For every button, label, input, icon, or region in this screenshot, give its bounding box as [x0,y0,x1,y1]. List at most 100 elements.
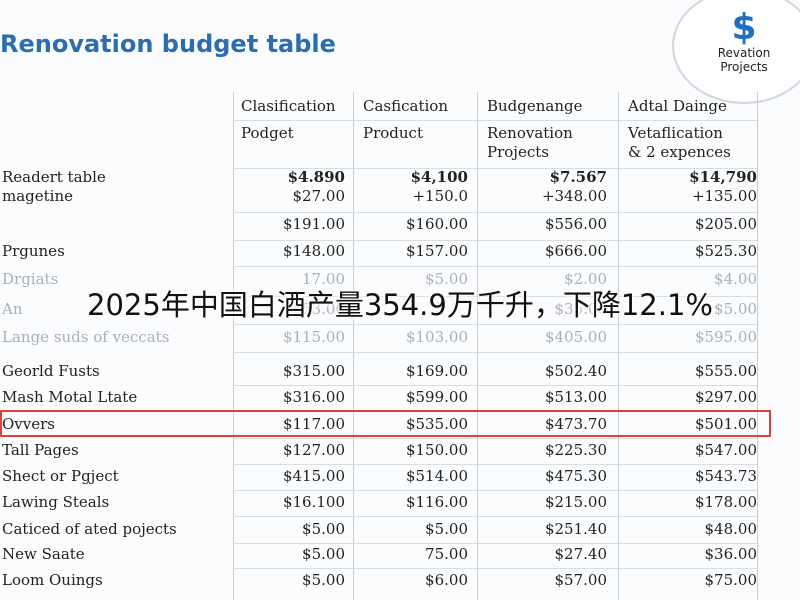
cell-line: $27.40 [554,545,608,563]
cell-line: Lawing Steals [2,493,110,511]
cell: $5.00 [302,520,345,539]
cell-line: $7.567 [549,168,607,186]
cell-line: $150.00 [405,441,468,459]
cell: $5.00 [425,520,468,539]
cell: $116.00 [406,493,468,512]
cell: $543.73 [695,467,757,486]
cell: $191.00 [283,215,345,234]
column-divider [477,92,478,600]
cell-line: $116.00 [405,493,468,511]
cell: $5.00 [302,545,345,564]
cell: $53.00 [293,300,346,319]
row-label: Drgiats [2,270,58,289]
title: Renovation budget table [0,30,336,58]
cell-line: $115.00 [282,328,345,346]
column-header: Budgenange [487,97,583,115]
column-divider [233,92,234,600]
subheader-line: Podget [241,124,294,142]
cell: $535.00 [406,415,468,434]
cell-line: $127.00 [282,441,345,459]
cell: $415.00 [283,467,345,486]
cell-line: $5.00 [425,270,468,288]
cell-line: $14,790 [689,168,757,186]
cell: $475.30 [545,467,607,486]
cell-line: $316.00 [282,388,345,406]
row-divider [233,438,757,439]
column-subheader: Product [363,124,423,143]
row-label: New Saate [2,545,85,564]
cell-line: $595.00 [694,328,757,346]
cell-line: $35.00 [554,300,608,318]
cell: $473.70 [545,415,607,434]
cell-line: +150.0 [412,187,468,205]
cell-line: Readert table [2,168,106,186]
cell-line: $513.00 [544,388,607,406]
cell-line: $191.00 [282,215,345,233]
cell: $115.00 [283,328,345,347]
cell-line: $599.00 [405,388,468,406]
column-header: Adtal Dainge [628,97,727,115]
subheader-line: Renovation [487,124,573,142]
cell-line: +348.00 [541,187,607,205]
cell: $297.00 [695,388,757,407]
cell: $666.00 [545,242,607,261]
cell: $178.00 [695,493,757,512]
cell-line: Lange suds of veccats [2,328,170,346]
badge-label: Revation Projects [674,46,800,74]
row-label: Ovvers [2,415,55,434]
row-divider [233,352,757,353]
cell-line: Caticed of ated pojects [2,520,177,538]
cell: $27.40 [555,545,608,564]
row-label: Lange suds of veccats [2,328,169,347]
cell-line: $160.00 [405,215,468,233]
cell: $5.00 [302,571,345,590]
cell-line: $415.00 [282,467,345,485]
row-divider [233,266,757,267]
cell-line: $535.00 [405,415,468,433]
cell: $14,790 +135.00 [689,168,757,206]
row-label: Prgunes [2,242,65,261]
subheader-line: & 2 expences [628,143,731,161]
cell-line: $5.00 [302,571,345,589]
cell: $35.00 [555,300,608,319]
cell-line: $36.00 [704,545,758,563]
cell-line: Loom Ouings [2,571,103,589]
column-divider [618,92,619,600]
cell: $4.890 $27.00 [288,168,345,206]
cell: $5.00 [714,300,757,319]
cell: $556.00 [545,215,607,234]
cell-line: Prgunes [2,242,65,260]
row-divider [233,168,757,169]
row-divider [233,120,757,121]
cell: $57.00 [555,571,608,590]
cell: $514.00 [406,467,468,486]
cell: $75.00 [705,571,758,590]
cell: $595.00 [695,328,757,347]
cell-line: New Saate [2,545,85,563]
cell-line: magetine [2,187,74,205]
badge-label-line: Revation [717,46,771,60]
cell-line: $297.00 [694,388,757,406]
cell: $127.00 [283,441,345,460]
row-divider [233,296,757,297]
cell-line: $501.00 [694,415,757,433]
cell: $405.00 [545,328,607,347]
badge-icon: $ [731,7,757,48]
column-subheader: Podget [241,124,294,143]
column-header: Clasification [241,97,336,115]
row-divider [233,385,757,386]
cell-line: $157.00 [405,242,468,260]
row-label: An [2,300,23,319]
row-label: Loom Ouings [2,571,103,590]
cell-line: $5.00 [302,520,345,538]
cell-line: $251.40 [544,520,607,538]
cell-line: $169.00 [405,362,468,380]
cell: $16.100 [283,493,345,512]
row-divider [233,212,757,213]
row-label: Caticed of ated pojects [2,520,177,539]
cell-line: $178.00 [694,493,757,511]
cell-line: Georld Fusts [2,362,100,380]
cell-line: $514.00 [405,467,468,485]
cell-line: $473.70 [544,415,607,433]
